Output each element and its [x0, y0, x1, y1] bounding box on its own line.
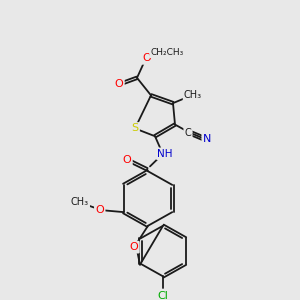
Text: Cl: Cl	[158, 291, 168, 300]
Text: CH₃: CH₃	[71, 197, 89, 207]
Text: S: S	[131, 123, 139, 134]
Text: O: O	[130, 242, 138, 252]
Text: CH₃: CH₃	[184, 90, 202, 100]
Text: C: C	[184, 128, 191, 138]
Text: O: O	[95, 205, 104, 215]
Text: N: N	[203, 134, 211, 144]
Text: O: O	[142, 53, 152, 63]
Text: NH: NH	[157, 149, 173, 159]
Text: CH₂CH₃: CH₂CH₃	[150, 48, 184, 57]
Text: O: O	[123, 154, 131, 165]
Text: O: O	[115, 79, 123, 89]
